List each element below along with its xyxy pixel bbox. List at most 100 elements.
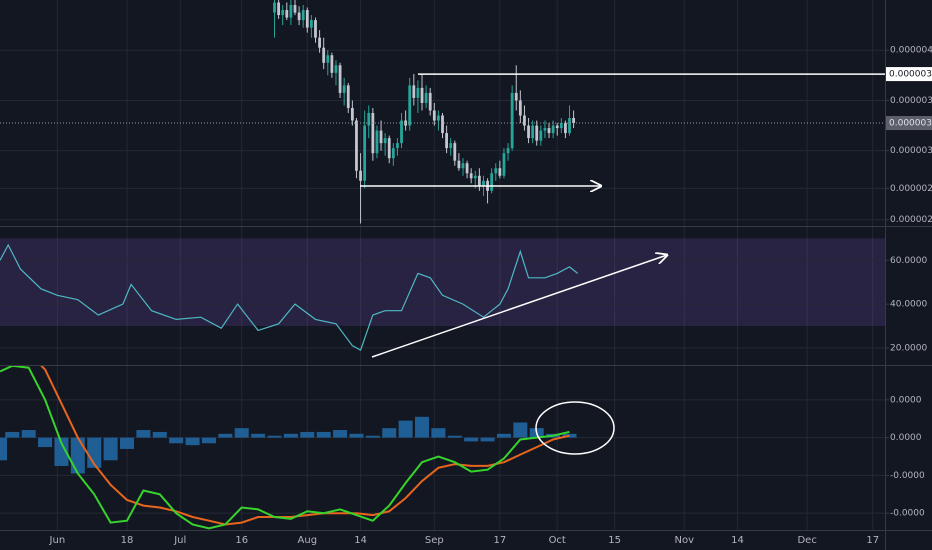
candle-body xyxy=(330,55,334,73)
level-label: 0.00000381 xyxy=(889,70,932,80)
candle-body xyxy=(322,47,326,63)
candle-body xyxy=(293,5,297,13)
x-tick-label: 15 xyxy=(608,535,621,546)
x-tick-label: 14 xyxy=(354,535,367,546)
y-tick-label: 20.0000 xyxy=(890,343,927,353)
x-tick-label: 16 xyxy=(235,535,248,546)
histogram-bar xyxy=(120,437,135,449)
histogram-bar xyxy=(382,428,397,438)
candle-body xyxy=(396,143,399,149)
candle-body xyxy=(555,125,559,129)
histogram-bar xyxy=(70,437,85,474)
y-tick-label: 0.00000265 xyxy=(890,215,932,225)
candle-body xyxy=(465,163,469,174)
histogram-bar xyxy=(103,437,118,461)
candle-body xyxy=(473,175,477,179)
x-tick-label: Oct xyxy=(549,535,566,546)
histogram-bar xyxy=(0,437,7,461)
candle-body xyxy=(289,5,293,18)
trend-arrow xyxy=(371,255,667,358)
histogram-bar xyxy=(38,437,53,448)
candle-body xyxy=(494,168,498,174)
candle-body xyxy=(531,125,535,139)
y-tick-label: 0.0000 xyxy=(890,395,922,405)
candle-body xyxy=(359,170,362,181)
candle-body xyxy=(375,130,379,154)
indicator-line xyxy=(0,243,579,351)
candle-body xyxy=(346,85,350,108)
x-tick-label: Nov xyxy=(674,535,694,546)
candle-body xyxy=(301,10,305,21)
x-tick-label: Sep xyxy=(425,535,444,546)
candle-body xyxy=(490,173,494,191)
histogram-bar xyxy=(234,428,249,438)
candle-body xyxy=(551,125,555,134)
candle-body xyxy=(363,125,367,181)
candle-body xyxy=(326,55,330,63)
histogram-bar xyxy=(267,435,282,438)
x-tick-label: 18 xyxy=(121,535,134,546)
histogram-bar xyxy=(365,435,380,438)
candle-body xyxy=(400,120,403,144)
candle-body xyxy=(506,148,510,154)
histogram-bar xyxy=(152,431,167,438)
x-tick-label: 17 xyxy=(493,535,506,546)
candle-body xyxy=(297,12,301,21)
x-tick-label: Jul xyxy=(173,535,186,546)
candle-body xyxy=(383,138,387,144)
candle-body xyxy=(338,65,342,93)
histogram-bar xyxy=(447,435,462,438)
x-tick-label: Dec xyxy=(797,535,816,546)
candle-body xyxy=(469,173,473,179)
candle-body xyxy=(449,143,453,149)
candle-body xyxy=(420,87,424,103)
histogram-bar xyxy=(496,433,511,438)
histogram-bar xyxy=(316,431,331,438)
histogram-bar xyxy=(431,428,446,438)
histogram-bar xyxy=(300,431,315,438)
candle-body xyxy=(367,113,371,126)
candle-body xyxy=(281,10,285,16)
candle-body xyxy=(432,110,436,121)
histogram-bar xyxy=(464,437,479,442)
histogram-bar xyxy=(349,433,364,438)
y-tick-label: -0.0000 xyxy=(890,471,925,481)
y-tick-label: 40.0000 xyxy=(890,300,927,310)
level-label-box xyxy=(886,67,932,82)
histogram-bar xyxy=(513,422,528,438)
histogram-bar xyxy=(415,416,430,438)
y-tick-label: 60.0000 xyxy=(890,256,927,266)
last-price-box xyxy=(886,116,932,131)
candle-body xyxy=(355,120,358,171)
histogram-bar xyxy=(169,437,184,444)
y-tick-label: 0.00000400 xyxy=(890,46,932,56)
candle-body xyxy=(535,125,539,141)
highlight-ellipse xyxy=(535,401,615,455)
histogram-bar xyxy=(398,420,413,438)
x-tick-label: Aug xyxy=(298,535,318,546)
candle-body xyxy=(350,107,354,121)
candle-body xyxy=(564,123,567,134)
candle-body xyxy=(416,87,420,98)
y-tick-label: 0.00000320 xyxy=(890,146,932,156)
panel xyxy=(0,238,885,351)
candle-body xyxy=(572,118,576,124)
last-price-label: 0.00000342 xyxy=(889,119,932,129)
candle-body xyxy=(318,37,321,48)
candle-body xyxy=(510,92,514,149)
candle-body xyxy=(379,130,383,144)
candle-body xyxy=(391,148,395,159)
candle-body xyxy=(412,85,416,98)
candle-body xyxy=(277,2,281,16)
y-tick-label: 0.0000 xyxy=(890,433,922,443)
candle-body xyxy=(461,163,465,169)
indicator-line xyxy=(0,366,570,530)
candle-body xyxy=(424,92,428,103)
histogram-bar xyxy=(283,433,298,438)
candle-body xyxy=(273,2,276,13)
candle-body xyxy=(371,113,375,154)
candle-body xyxy=(482,180,485,186)
